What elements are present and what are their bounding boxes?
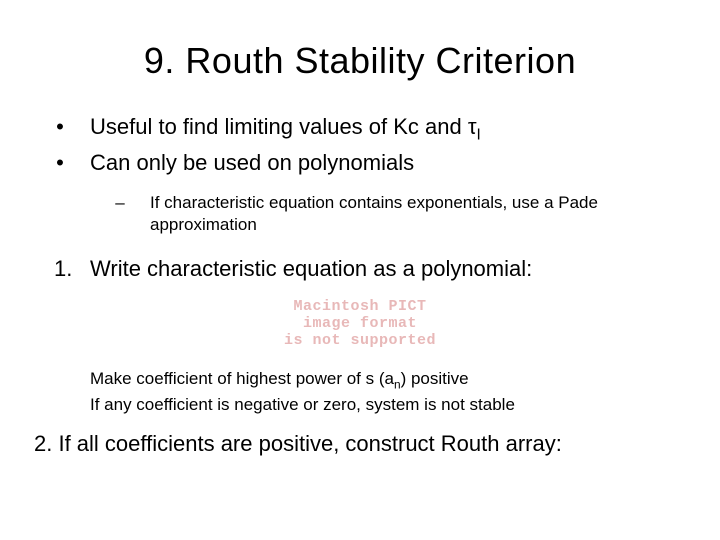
note-1: Make coefficient of highest power of s (… bbox=[90, 368, 690, 392]
slide: 9. Routh Stability Criterion • Useful to… bbox=[0, 0, 720, 540]
number-1-label: 1. bbox=[30, 254, 90, 284]
missing-pict-image: Macintosh PICT image format is not suppo… bbox=[230, 298, 490, 350]
numbered-text-1: Write characteristic equation as a polyn… bbox=[90, 254, 690, 284]
note-1-subscript: n bbox=[394, 377, 401, 391]
note-2: If any coefficient is negative or zero, … bbox=[90, 394, 690, 417]
numbered-row-1: 1. Write characteristic equation as a po… bbox=[30, 254, 690, 284]
pict-line-3: is not supported bbox=[230, 332, 490, 349]
bullet-row-1: • Useful to find limiting values of Kc a… bbox=[30, 112, 690, 146]
bullet-icon: • bbox=[30, 112, 90, 142]
bullet-row-2: • Can only be used on polynomials bbox=[30, 148, 690, 178]
pict-line-1: Macintosh PICT bbox=[230, 298, 490, 315]
sub-bullet-text: If characteristic equation contains expo… bbox=[150, 192, 690, 236]
sub-bullet-row: – If characteristic equation contains ex… bbox=[30, 192, 690, 236]
bullet-icon: • bbox=[30, 148, 90, 178]
note-1-suffix: ) positive bbox=[401, 369, 469, 388]
pict-line-2: image format bbox=[230, 315, 490, 332]
numbered-row-2: 2. If all coefficients are positive, con… bbox=[34, 431, 690, 457]
note-1-prefix: Make coefficient of highest power of s (… bbox=[90, 369, 394, 388]
bullet-1-prefix: Useful to find limiting values of Kc and… bbox=[90, 114, 477, 139]
bullet-text-2: Can only be used on polynomials bbox=[90, 148, 690, 178]
dash-icon: – bbox=[30, 192, 150, 214]
bullet-1-subscript: I bbox=[477, 126, 481, 143]
slide-title: 9. Routh Stability Criterion bbox=[30, 40, 690, 82]
bullet-text-1: Useful to find limiting values of Kc and… bbox=[90, 112, 690, 146]
